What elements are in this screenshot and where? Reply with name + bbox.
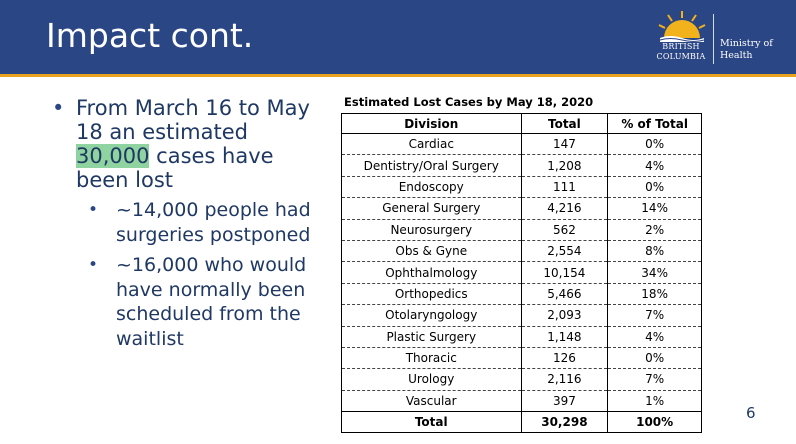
table-row: Obs & Gyne 2,554 8% bbox=[341, 240, 702, 263]
bc-government-logo: BRITISH COLUMBIA Ministry of Health bbox=[648, 8, 788, 68]
lost-cases-table: Division Total % of Total Cardiac 147 0% De… bbox=[341, 113, 702, 434]
table-row: Dentistry/Oral Surgery 1,208 4% bbox=[341, 154, 702, 177]
table-cell: 4% bbox=[607, 326, 702, 348]
column-header: Division bbox=[341, 113, 522, 134]
bullet-dot-icon: • bbox=[88, 255, 99, 275]
table-cell: Cardiac bbox=[341, 133, 522, 156]
table-cell: 2,093 bbox=[520, 304, 609, 327]
sun-icon bbox=[658, 11, 706, 42]
table-cell: 0% bbox=[607, 347, 702, 370]
table-cell: Ophthalmology bbox=[341, 261, 522, 284]
table-cell: 8% bbox=[607, 240, 702, 263]
table-cell: 7% bbox=[607, 368, 702, 391]
table-row: Plastic Surgery 1,148 4% bbox=[341, 326, 702, 348]
slide-title: Impact cont. bbox=[46, 16, 254, 55]
table-row: Vascular 397 1% bbox=[341, 390, 702, 413]
table-cell: 397 bbox=[520, 390, 609, 413]
table-cell: Total bbox=[341, 411, 522, 434]
table-cell: Otolaryngology bbox=[341, 304, 522, 327]
bullet-dot-icon: • bbox=[52, 96, 65, 120]
logo-divider bbox=[713, 14, 714, 64]
header-accent-rule bbox=[0, 74, 796, 77]
table-cell: 7% bbox=[607, 304, 702, 327]
table-cell: General Surgery bbox=[341, 197, 522, 220]
table-cell: Thoracic bbox=[341, 347, 522, 370]
table-cell: 111 bbox=[520, 176, 609, 199]
page-number: 6 bbox=[746, 404, 756, 422]
table-cell: 30,298 bbox=[520, 411, 609, 434]
table-cell: Orthopedics bbox=[341, 283, 522, 306]
table-cell: 5,466 bbox=[520, 283, 609, 306]
bullet-main: • From March 16 to May 18 an estimated 3… bbox=[52, 96, 310, 192]
table-cell: 0% bbox=[607, 176, 702, 199]
table-row: Urology 2,116 7% bbox=[341, 368, 702, 391]
table-cell: Endoscopy bbox=[341, 176, 522, 199]
table-cell: 34% bbox=[607, 261, 702, 284]
table-row: Thoracic 126 0% bbox=[341, 347, 702, 370]
highlighted-number: 30,000 bbox=[76, 144, 150, 168]
table-cell: 562 bbox=[520, 219, 609, 241]
table-caption: Estimated Lost Cases by May 18, 2020 bbox=[344, 95, 594, 109]
table-cell: Urology bbox=[341, 368, 522, 391]
ministry-name: Ministry of Health bbox=[720, 38, 773, 61]
bullet-dot-icon: • bbox=[88, 200, 99, 220]
table-cell: 1,208 bbox=[520, 154, 609, 177]
table-cell: Obs & Gyne bbox=[341, 240, 522, 263]
table-cell: 126 bbox=[520, 347, 609, 370]
table-header-row: Division Total % of Total bbox=[341, 113, 702, 134]
slide-header: Impact cont. BRITISH COLUMBIA Ministry o… bbox=[0, 0, 796, 74]
table-total-row: Total 30,298 100% bbox=[341, 411, 702, 434]
table-cell: 2% bbox=[607, 219, 702, 241]
table-cell: 1% bbox=[607, 390, 702, 413]
bullet-sub-2: • ~16,000 who would have normally been s… bbox=[88, 254, 307, 350]
column-header: Total bbox=[520, 113, 609, 134]
bc-wordmark: BRITISH COLUMBIA bbox=[656, 42, 706, 61]
table-cell: Vascular bbox=[341, 390, 522, 413]
table-cell: 14% bbox=[607, 197, 702, 220]
bullet-sub-1: • ~14,000 people had surgeries postponed bbox=[88, 199, 311, 246]
table-cell: 147 bbox=[520, 133, 609, 156]
table-cell: Plastic Surgery bbox=[341, 326, 522, 348]
table-cell: Neurosurgery bbox=[341, 219, 522, 241]
table-cell: 18% bbox=[607, 283, 702, 306]
bullet-list: • From March 16 to May 18 an estimated 3… bbox=[52, 96, 327, 351]
table-cell: 2,554 bbox=[520, 240, 609, 263]
table-cell: Dentistry/Oral Surgery bbox=[341, 154, 522, 177]
table-row: Orthopedics 5,466 18% bbox=[341, 283, 702, 306]
table-cell: 4,216 bbox=[520, 197, 609, 220]
table-row: Neurosurgery 562 2% bbox=[341, 219, 702, 241]
table-cell: 0% bbox=[607, 133, 702, 156]
column-header: % of Total bbox=[607, 113, 702, 134]
table-row: Otolaryngology 2,093 7% bbox=[341, 304, 702, 327]
table-row: Endoscopy 111 0% bbox=[341, 176, 702, 199]
table-cell: 1,148 bbox=[520, 326, 609, 348]
table-row: Ophthalmology 10,154 34% bbox=[341, 261, 702, 284]
table-row: General Surgery 4,216 14% bbox=[341, 197, 702, 220]
table-cell: 100% bbox=[607, 411, 702, 434]
table-cell: 10,154 bbox=[520, 261, 609, 284]
table-row: Cardiac 147 0% bbox=[341, 133, 702, 156]
table-cell: 4% bbox=[607, 154, 702, 177]
table-cell: 2,116 bbox=[520, 368, 609, 391]
